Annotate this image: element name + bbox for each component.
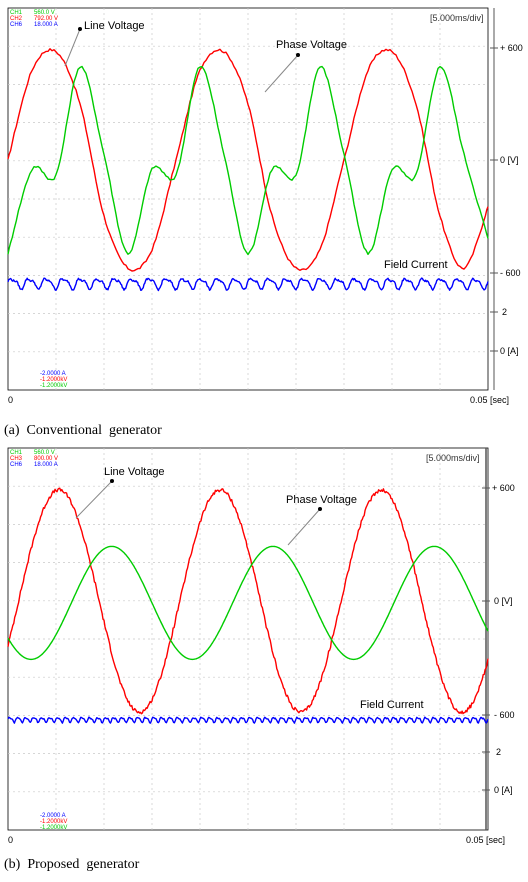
scope-a-phase-voltage-series: [7, 65, 489, 256]
scope-a-ytick-minus600: - 600: [500, 268, 521, 278]
scope-b-right-ticks: [482, 487, 490, 791]
scope-a-line-voltage-dot: [78, 27, 82, 31]
scope-a-ch3-label: CH6 18.000 A: [10, 22, 58, 28]
scope-b-line-voltage-arrow: [75, 480, 113, 519]
scope-a-offset-3: -1.2000kV: [40, 383, 67, 389]
scope-a-annotation-phase-voltage: Phase Voltage: [276, 39, 347, 51]
scope-b-xtick-0: 0: [8, 835, 13, 845]
scope-a-line-voltage-series: [7, 48, 489, 272]
scope-b-ytick-minus600: - 600: [494, 710, 515, 720]
scope-b-line-voltage-series: [7, 487, 489, 715]
scope-a: CH1 560.0 V CH2 792.00 V CH6 18.000 A [5.00…: [7, 7, 523, 405]
scope-a-ch1-label: CH1 560.0 V: [10, 10, 55, 16]
scope-a-series: [7, 48, 489, 292]
scope-b-ytick-plus600: + 600: [492, 483, 515, 493]
caption-b: (b) Proposed generator: [4, 857, 140, 872]
scope-a-ytick-2: 2: [502, 307, 507, 317]
scope-a-ytick-0a: 0 [A]: [500, 346, 519, 356]
scope-a-ytick-0v: 0 [V]: [500, 155, 519, 165]
caption-a: (a) Conventional generator: [4, 423, 162, 438]
scope-b-ytick-2: 2: [496, 747, 501, 757]
scope-b-ch3-label: CH3 800.00 V: [10, 456, 58, 462]
scope-b-offset-2: -1.2000kV: [40, 819, 67, 825]
scope-b-annotation-field-current: Field Current: [360, 699, 424, 711]
scope-b-annotation-line-voltage: Line Voltage: [104, 466, 165, 478]
scope-b-phase-voltage-dot: [318, 507, 322, 511]
scope-b-field-current-series: [7, 716, 489, 724]
scope-b-phase-voltage-series: [7, 545, 489, 661]
scope-a-field-current-series: [7, 277, 489, 292]
scope-b-xtick-end: 0.05 [sec]: [466, 835, 505, 845]
scope-b-time-div: [5.000ms/div]: [426, 453, 480, 463]
scope-b-ch6-label: CH6 18.000 A: [10, 462, 58, 468]
scope-a-xtick-end: 0.05 [sec]: [470, 395, 509, 405]
scope-a-line-voltage-arrow: [64, 28, 81, 67]
scope-a-phase-voltage-arrow: [264, 54, 299, 93]
scope-b-grid: [8, 448, 488, 830]
scope-b-offset-1: -2.0000 A: [40, 813, 66, 819]
scope-b-series: [7, 487, 489, 724]
scope-b-offset-3: -1.2000kV: [40, 825, 67, 831]
scope-a-time-div: [5.000ms/div]: [430, 13, 484, 23]
scope-b: CH1 560.0 V CH3 800.00 V CH6 18.000 A [5.00…: [7, 447, 515, 845]
scope-a-grid: [8, 8, 488, 390]
scope-a-annotation-line-voltage: Line Voltage: [84, 20, 145, 32]
scope-a-offset-1: -2.0000 A: [40, 371, 66, 377]
scope-a-annotation-field-current: Field Current: [384, 259, 448, 271]
scope-a-right-ticks: [490, 47, 498, 352]
scope-a-ch2-label: CH2 792.00 V: [10, 16, 58, 22]
scope-a-ytick-plus600: + 600: [500, 43, 523, 53]
scope-b-phase-voltage-arrow: [287, 508, 321, 546]
scope-a-xtick-0: 0: [8, 395, 13, 405]
scope-b-ytick-0a: 0 [A]: [494, 785, 513, 795]
scope-a-offset-2: -1.2000kV: [40, 377, 67, 383]
scope-a-phase-voltage-dot: [296, 53, 300, 57]
scope-b-ch1-label: CH1 560.0 V: [10, 450, 55, 456]
scope-b-ytick-0v: 0 [V]: [494, 596, 513, 606]
scope-b-line-voltage-dot: [110, 479, 114, 483]
scope-b-annotation-phase-voltage: Phase Voltage: [286, 494, 357, 506]
